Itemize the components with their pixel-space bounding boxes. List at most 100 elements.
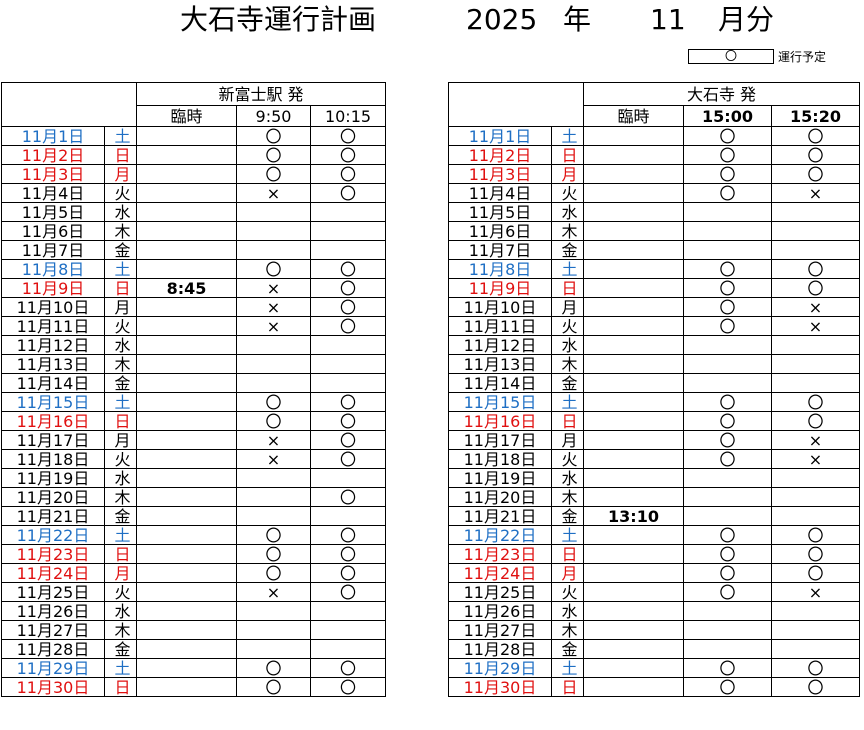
station-header: 新富士駅 発	[136, 82, 386, 106]
service-1-cell	[236, 468, 311, 488]
rinji-cell	[136, 468, 237, 488]
table-row: 11月4日火 〇 ×	[448, 183, 860, 203]
table-row: 11月16日日 〇〇	[448, 411, 860, 431]
weekday-cell: 木	[104, 354, 137, 374]
rinji-cell	[583, 487, 684, 507]
rinji-cell	[136, 430, 237, 450]
table-row: 11月16日日 〇〇	[1, 411, 386, 431]
table-row: 11月27日木	[1, 620, 386, 640]
table-row: 11月29日土 〇〇	[1, 658, 386, 678]
service-2-cell: 〇	[310, 278, 386, 298]
rinji-cell	[583, 658, 684, 678]
weekday-cell: 土	[104, 259, 137, 279]
rinji-cell: 13:10	[583, 506, 684, 526]
service-1-cell: 〇	[683, 278, 772, 298]
table-row: 11月22日土 〇〇	[448, 525, 860, 545]
service-2-cell	[310, 468, 386, 488]
rinji-cell	[583, 620, 684, 640]
service-2-cell: 〇	[771, 525, 860, 545]
service-2-cell	[771, 354, 860, 374]
date-cell: 11月18日	[1, 449, 105, 469]
weekday-cell: 月	[551, 563, 584, 583]
rinji-cell	[583, 601, 684, 621]
weekday-cell: 金	[551, 240, 584, 260]
date-cell: 11月15日	[448, 392, 552, 412]
table-row: 11月17日月 × 〇	[1, 430, 386, 450]
service-1-cell	[236, 601, 311, 621]
table-row: 11月30日日 〇〇	[1, 677, 386, 697]
rinji-cell	[583, 563, 684, 583]
date-cell: 11月8日	[448, 259, 552, 279]
service-1-cell: 〇	[236, 164, 311, 184]
service-1-cell	[683, 202, 772, 222]
weekday-cell: 木	[104, 620, 137, 640]
rinji-cell	[583, 392, 684, 412]
service-2-cell: 〇	[310, 411, 386, 431]
service-2-cell	[310, 240, 386, 260]
weekday-cell: 土	[104, 392, 137, 412]
service-1-cell: 〇	[683, 544, 772, 564]
weekday-cell: 土	[551, 525, 584, 545]
table-row: 11月18日火 × 〇	[1, 449, 386, 469]
service-1-cell: ×	[236, 449, 311, 469]
weekday-cell: 土	[551, 259, 584, 279]
service-1-cell: 〇	[236, 126, 311, 146]
weekday-cell: 火	[551, 316, 584, 336]
table-row: 11月15日土 〇〇	[448, 392, 860, 412]
rinji-cell	[583, 639, 684, 659]
service-2-cell: 〇	[310, 544, 386, 564]
rinji-cell	[136, 601, 237, 621]
service-2-cell	[771, 468, 860, 488]
rinji-cell	[136, 202, 237, 222]
table-row: 11月21日金	[1, 506, 386, 526]
rinji-cell	[583, 373, 684, 393]
service-2-cell	[310, 620, 386, 640]
service-2-cell: 〇	[310, 392, 386, 412]
table-row: 11月9日日 〇〇	[448, 278, 860, 298]
column-header-time-1: 15:00	[683, 105, 772, 127]
weekday-cell: 日	[104, 411, 137, 431]
service-1-cell: ×	[236, 278, 311, 298]
date-cell: 11月9日	[448, 278, 552, 298]
date-cell: 11月29日	[448, 658, 552, 678]
service-1-cell: 〇	[683, 582, 772, 602]
date-cell: 11月11日	[448, 316, 552, 336]
service-1-cell	[236, 639, 311, 659]
date-cell: 11月29日	[1, 658, 105, 678]
table-row: 11月14日金	[1, 373, 386, 393]
date-cell: 11月15日	[1, 392, 105, 412]
date-cell: 11月6日	[1, 221, 105, 241]
rinji-cell	[136, 582, 237, 602]
date-cell: 11月24日	[448, 563, 552, 583]
rinji-cell	[583, 316, 684, 336]
legend-symbol-box: 〇	[688, 49, 774, 64]
service-2-cell: 〇	[771, 259, 860, 279]
service-1-cell	[683, 601, 772, 621]
rinji-cell	[583, 677, 684, 697]
date-cell: 11月12日	[448, 335, 552, 355]
rinji-cell	[583, 430, 684, 450]
date-cell: 11月1日	[1, 126, 105, 146]
weekday-cell: 火	[551, 183, 584, 203]
rinji-cell	[583, 202, 684, 222]
service-1-cell: 〇	[236, 259, 311, 279]
date-cell: 11月26日	[1, 601, 105, 621]
date-cell: 11月7日	[1, 240, 105, 260]
service-1-cell: 〇	[236, 145, 311, 165]
schedule-rows: 11月1日土〇〇 11月2日日〇〇 11月3日月〇〇 11月4日火〇 × 11月5日水 11…	[448, 126, 860, 697]
table-row: 11月28日金	[1, 639, 386, 659]
rinji-cell	[583, 582, 684, 602]
weekday-cell: 日	[104, 677, 137, 697]
weekday-cell: 金	[104, 240, 137, 260]
date-cell: 11月4日	[1, 183, 105, 203]
weekday-cell: 水	[551, 601, 584, 621]
date-cell: 11月13日	[1, 354, 105, 374]
weekday-cell: 土	[551, 658, 584, 678]
service-2-cell: ×	[771, 430, 860, 450]
rinji-cell	[136, 392, 237, 412]
rinji-cell	[136, 487, 237, 507]
date-cell: 11月11日	[1, 316, 105, 336]
table-row: 11月21日金 13:10	[448, 506, 860, 526]
service-2-cell: ×	[771, 183, 860, 203]
service-2-cell: 〇	[310, 677, 386, 697]
